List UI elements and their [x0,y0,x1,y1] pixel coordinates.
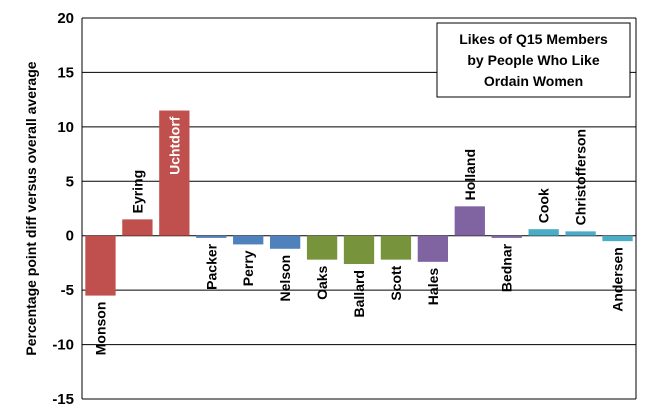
bar-label-perry: Perry [240,250,256,286]
y-tick-label: 15 [57,64,74,81]
chart-title-box: Likes of Q15 Members by People Who Like … [436,22,631,98]
y-tick-label: -15 [52,391,74,408]
bar-packer [196,235,227,238]
bar-hales [417,235,449,262]
bar-bednar [491,235,522,238]
bar-perry [233,235,264,245]
chart-title-line-1: Likes of Q15 Members [459,31,608,47]
bar-label-andersen: Andersen [610,247,626,312]
y-tick-label: 0 [66,228,74,245]
bar-label-packer: Packer [203,243,219,289]
bar-label-oaks: Oaks [314,265,330,299]
bar-monson [85,235,116,296]
y-tick-label: 10 [57,119,74,136]
bar-label-monson: Monson [92,302,108,356]
bar-eyring [122,219,153,236]
y-axis-title: Percentage point diff versus overall ave… [23,61,39,355]
bars [85,110,633,296]
y-tick-label: 20 [57,10,74,27]
y-tick-label: -5 [61,282,74,299]
bar-oaks [306,235,338,260]
bar-label-bednar: Bednar [499,243,515,292]
bar-holland [454,206,485,236]
chart-title-frame [436,22,631,98]
y-tick-label: 5 [66,173,74,190]
bar-andersen [602,235,633,242]
bar-label-hales: Hales [425,268,441,306]
y-tick-label: -10 [52,337,74,354]
bar-scott [380,235,412,260]
bar-christofferson [565,231,596,236]
category-labels: Monson Eyring Uchtdorf Packer Perry Nelson Oak… [92,116,625,355]
bar-nelson [269,235,301,249]
bar-ballard [343,235,375,265]
bar-cook [528,229,559,236]
bar-label-ballard: Ballard [351,270,367,317]
y-axis-tick-labels: 20 15 10 5 0 -5 -10 -15 [52,10,74,408]
bar-label-holland: Holland [462,149,478,200]
bar-label-uchtdorf: Uchtdorf [166,116,182,175]
bar-label-eyring: Eyring [129,170,145,214]
bar-label-nelson: Nelson [277,255,293,302]
bar-uchtdorf [159,110,190,236]
chart-title-line-3: Ordain Women [484,73,583,89]
bar-label-scott: Scott [388,265,404,300]
bar-label-christofferson: Christofferson [573,129,589,225]
bar-label-cook: Cook [536,188,552,223]
chart-title-line-2: by People Who Like [467,52,599,68]
